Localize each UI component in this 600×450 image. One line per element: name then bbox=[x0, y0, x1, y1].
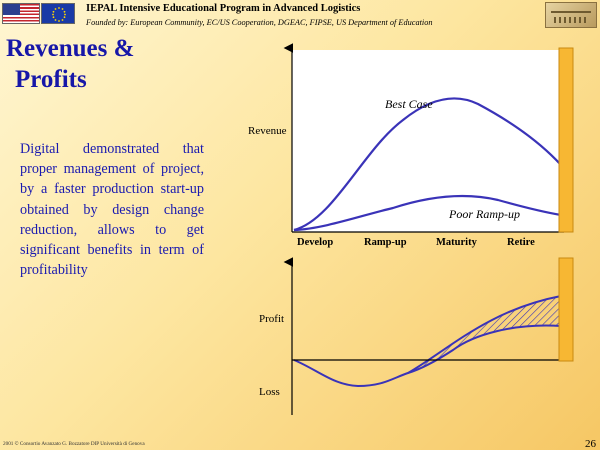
header-bar: IEPAL Intensive Educational Program in A… bbox=[0, 0, 600, 30]
best-case-curve bbox=[293, 97, 562, 232]
phase-label-maturity: Maturity bbox=[436, 237, 478, 248]
footer-copyright: 2001 © Consortio Avanzato G. Bozzatore D… bbox=[3, 441, 145, 447]
revenue-chart-background bbox=[292, 50, 564, 232]
poor-rampup-curve bbox=[293, 194, 562, 232]
page-number: 26 bbox=[585, 438, 596, 450]
slide-body-text: Digital demonstrated that proper managem… bbox=[20, 141, 204, 279]
slide-title-line-1: Revenues & bbox=[6, 35, 135, 62]
loss-label: Loss bbox=[259, 386, 280, 398]
us-flag-icon bbox=[2, 3, 40, 24]
slide-title-line-2: Profits bbox=[15, 66, 87, 93]
revenue-retire-bar bbox=[558, 47, 574, 233]
slide-title: Revenues & Profits bbox=[6, 33, 226, 95]
phase-label-develop: Develop bbox=[297, 237, 333, 248]
program-subtitle: Founded by: European Community, EC/US Co… bbox=[86, 18, 433, 27]
profit-retire-bar bbox=[558, 257, 574, 362]
phase-label-ramp-up: Ramp-up bbox=[364, 237, 407, 248]
poor-rampup-label: Poor Ramp-up bbox=[448, 207, 520, 221]
revenue-label: Revenue bbox=[248, 125, 287, 137]
revenue-profit-diagram: Revenue Best Case Poor Ramp-up Develop R… bbox=[243, 30, 600, 440]
profit-poor-rampup-curve bbox=[407, 324, 562, 374]
profit-label: Profit bbox=[259, 313, 284, 325]
profit-best-case-curve bbox=[293, 295, 562, 388]
program-title: IEPAL Intensive Educational Program in A… bbox=[86, 3, 361, 14]
university-logo bbox=[545, 2, 597, 28]
eu-flag-icon bbox=[41, 3, 75, 24]
phase-label-retire: Retire bbox=[507, 237, 535, 248]
best-case-label: Best Case bbox=[385, 97, 433, 111]
